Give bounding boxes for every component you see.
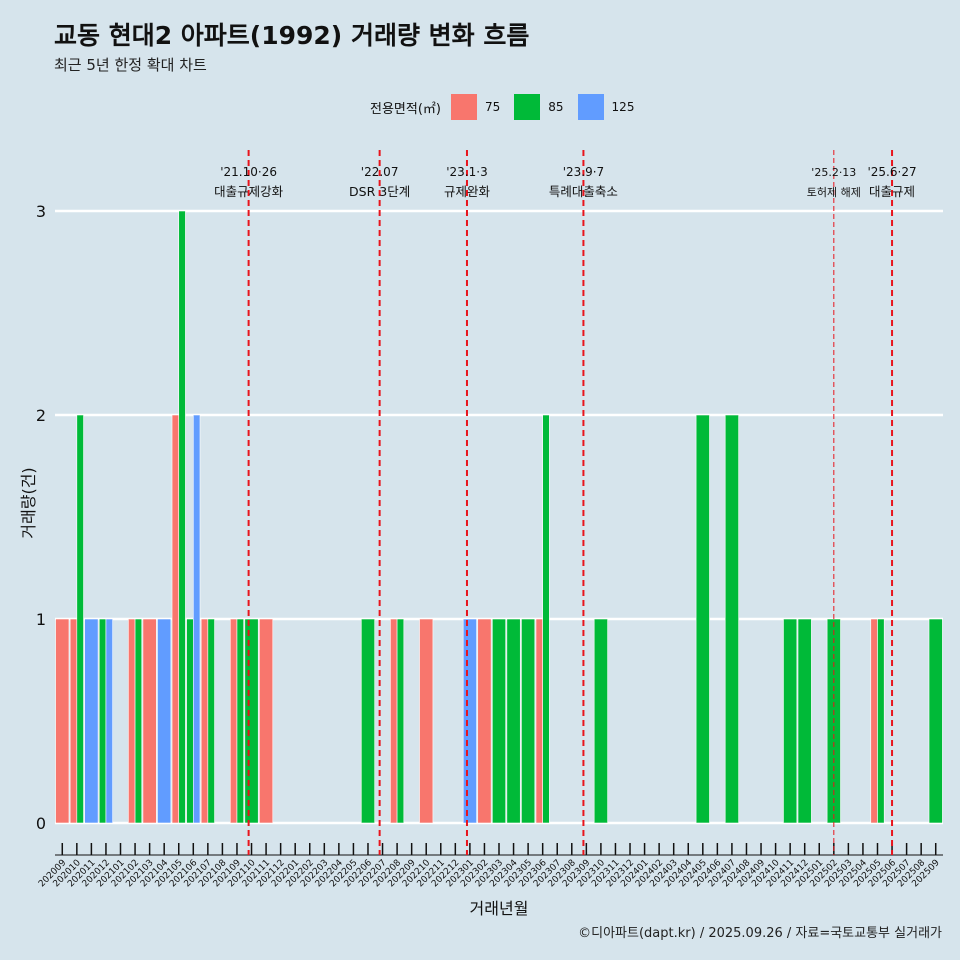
legend-item-85: 85 — [514, 94, 573, 120]
bar-202010-75 — [69, 618, 78, 824]
legend-swatch-75 — [450, 94, 477, 120]
legend-item-75: 75 — [450, 94, 510, 120]
bar-202102-75 — [128, 618, 136, 824]
bar-202102-85 — [134, 618, 143, 824]
source-caption: ©디아파트(dapt.kr) / 2025.09.26 / 자료=국토교통부 실… — [578, 926, 942, 941]
bar-202208-85 — [396, 618, 405, 824]
legend-title: 전용면적(㎡) — [370, 101, 441, 117]
bar-202405-85 — [695, 414, 710, 824]
y-tick-label: 3 — [36, 202, 46, 221]
legend: 전용면적(㎡) 75 85 125 — [370, 94, 648, 120]
chart-title: 교동 현대2 아파트(1992) 거래량 변화 흐름 — [54, 21, 530, 50]
bar-202111-75 — [259, 618, 274, 824]
event-date-label: '22.07 — [361, 165, 399, 179]
bar-202305-85 — [521, 618, 536, 824]
bar-202301-125 — [462, 618, 477, 824]
bar-202310-85 — [593, 618, 608, 824]
event-name-label: 토허제 해제 — [807, 185, 861, 199]
bar-202509-85 — [928, 618, 943, 824]
event-name-label: DSR 3단계 — [349, 184, 410, 199]
bar-202505-75 — [870, 618, 878, 824]
event-name-label: 규제완화 — [444, 184, 491, 199]
chart-subtitle: 최근 5년 한정 확대 차트 — [54, 56, 207, 74]
legend-label-125: 125 — [611, 100, 635, 114]
bar-202407-85 — [724, 414, 739, 824]
bar-202103-75 — [142, 618, 157, 824]
bar-202110-85 — [244, 618, 259, 824]
bar-202304-85 — [506, 618, 521, 824]
bar-202012-125 — [105, 618, 113, 824]
bar-202206-85 — [360, 618, 375, 824]
legend-label-75: 75 — [484, 100, 501, 114]
bar-202010-85 — [76, 414, 84, 824]
y-tick-label: 1 — [36, 610, 46, 629]
bar-202109-85 — [236, 618, 244, 824]
y-axis-title: 거래량(건) — [19, 467, 38, 538]
bar-202411-85 — [783, 618, 798, 824]
event-name-label: 대출규제강화 — [214, 184, 284, 199]
x-axis-title: 거래년월 — [470, 899, 529, 918]
event-date-label: '23.1·3 — [446, 165, 487, 179]
legend-swatch-85 — [514, 94, 541, 120]
bar-202105-85 — [178, 210, 186, 824]
bar-202011-125 — [84, 618, 99, 824]
event-name-label: 특례대출축소 — [549, 184, 618, 199]
bar-202012-85 — [98, 618, 107, 824]
event-date-label: '21.10·26 — [220, 165, 277, 179]
bar-202505-85 — [877, 618, 885, 824]
bar-202302-75 — [477, 618, 492, 824]
event-date-label: '25.2·13 — [811, 166, 856, 179]
bar-202208-75 — [390, 618, 398, 824]
bar-202009-75 — [55, 618, 70, 824]
bar-202106-125 — [192, 414, 201, 824]
legend-item-125: 125 — [577, 94, 645, 120]
bar-202412-85 — [797, 618, 812, 824]
event-name-label: 대출규제 — [869, 184, 915, 199]
bar-202109-75 — [229, 618, 238, 824]
event-date-label: '23.9·7 — [563, 165, 604, 179]
bar-202106-85 — [186, 618, 194, 824]
bar-202105-75 — [171, 414, 180, 824]
bar-202104-125 — [157, 618, 172, 824]
bar-202306-85 — [542, 414, 550, 824]
y-tick-label: 2 — [36, 406, 46, 425]
bar-202107-75 — [200, 618, 209, 824]
legend-swatch-125 — [577, 94, 604, 120]
bar-202107-85 — [207, 618, 215, 824]
bar-202303-85 — [492, 618, 506, 824]
event-date-label: '25.6·27 — [867, 165, 916, 179]
legend-label-85: 85 — [548, 100, 564, 114]
y-tick-label: 0 — [36, 814, 46, 833]
bar-202210-75 — [419, 618, 434, 824]
bar-202306-75 — [535, 618, 543, 824]
